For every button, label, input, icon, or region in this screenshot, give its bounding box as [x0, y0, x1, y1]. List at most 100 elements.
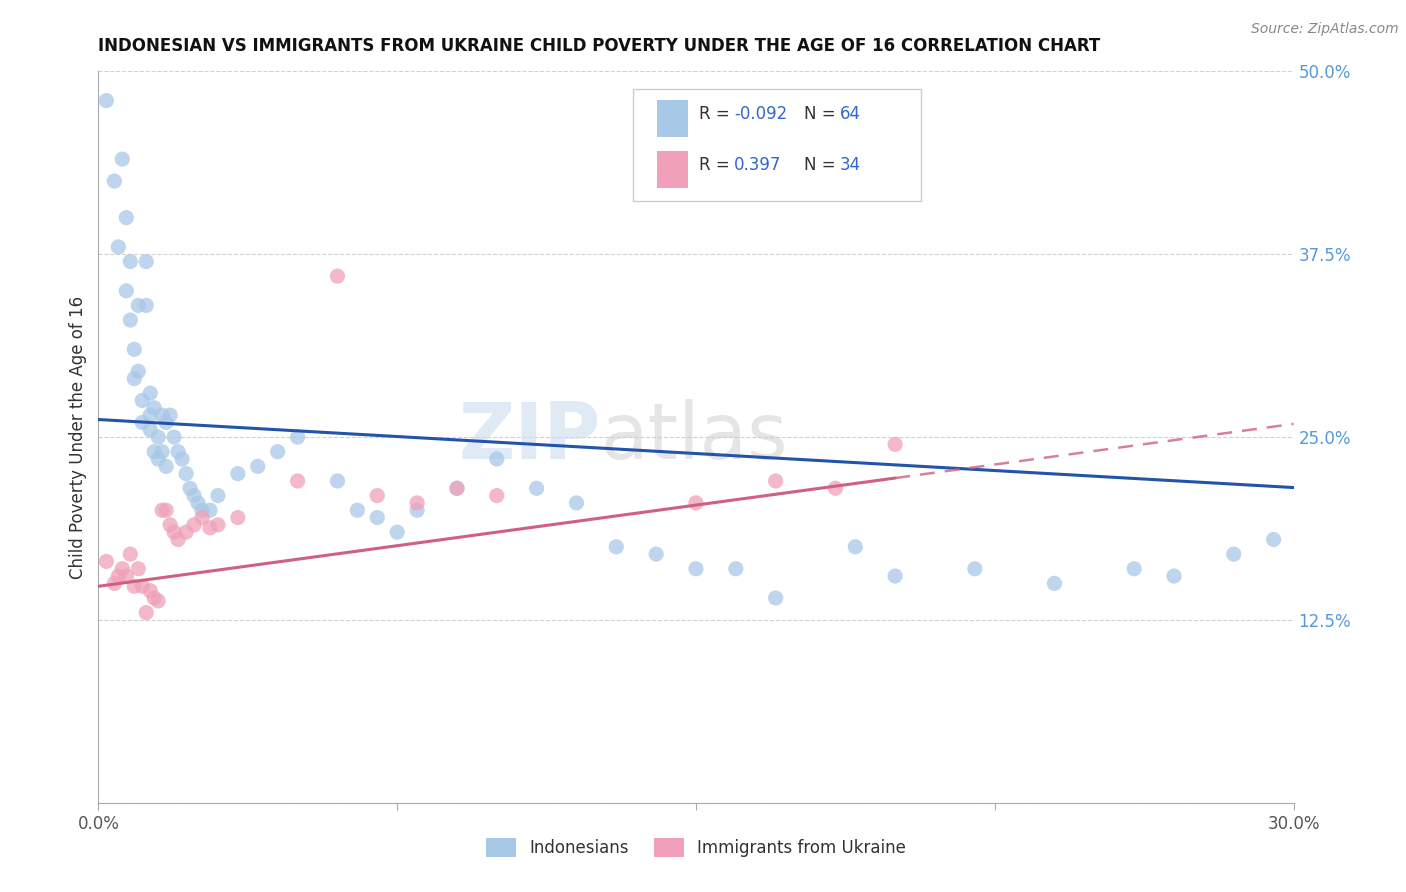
- Point: [120, 547, 142, 561]
- Point: [131, 393, 153, 408]
- Point: [143, 444, 166, 458]
- Point: [111, 562, 134, 576]
- Point: [287, 474, 309, 488]
- Point: [107, 240, 129, 254]
- Point: [406, 496, 429, 510]
- Point: [107, 569, 129, 583]
- Point: [139, 386, 162, 401]
- Point: [191, 510, 214, 524]
- Point: [96, 554, 118, 568]
- Point: [346, 503, 368, 517]
- Point: [565, 496, 588, 510]
- Point: [191, 503, 214, 517]
- Point: [174, 525, 197, 540]
- Point: [159, 408, 181, 422]
- Point: [963, 562, 986, 576]
- Point: [111, 152, 134, 166]
- Point: [183, 489, 205, 503]
- Point: [824, 481, 846, 495]
- Text: -0.092: -0.092: [734, 105, 787, 123]
- Legend: Indonesians, Immigrants from Ukraine: Indonesians, Immigrants from Ukraine: [479, 831, 912, 864]
- Point: [385, 525, 409, 540]
- Point: [179, 481, 201, 495]
- Point: [124, 371, 146, 385]
- Point: [127, 298, 149, 312]
- Point: [1223, 547, 1246, 561]
- Point: [207, 489, 229, 503]
- Point: [143, 401, 166, 415]
- Point: [148, 430, 170, 444]
- Point: [148, 594, 170, 608]
- Point: [163, 525, 186, 540]
- Point: [135, 298, 157, 312]
- Point: [167, 444, 190, 458]
- Text: atlas: atlas: [600, 399, 787, 475]
- Point: [267, 444, 290, 458]
- Text: N =: N =: [804, 156, 841, 174]
- Point: [226, 510, 249, 524]
- Point: [103, 576, 125, 591]
- Point: [765, 591, 787, 605]
- Point: [124, 579, 146, 593]
- Point: [115, 284, 138, 298]
- Point: [127, 364, 149, 378]
- Point: [115, 211, 138, 225]
- Point: [135, 606, 157, 620]
- Text: R =: R =: [699, 105, 735, 123]
- Point: [103, 174, 125, 188]
- Point: [155, 416, 177, 430]
- Point: [326, 269, 349, 284]
- Point: [724, 562, 747, 576]
- Point: [155, 459, 177, 474]
- Text: N =: N =: [804, 105, 841, 123]
- Point: [167, 533, 190, 547]
- Y-axis label: Child Poverty Under the Age of 16: Child Poverty Under the Age of 16: [69, 295, 87, 579]
- Point: [124, 343, 146, 357]
- Point: [159, 517, 181, 532]
- Text: 34: 34: [839, 156, 860, 174]
- Text: R =: R =: [699, 156, 735, 174]
- Text: Source: ZipAtlas.com: Source: ZipAtlas.com: [1251, 22, 1399, 37]
- Point: [685, 562, 707, 576]
- Text: ZIP: ZIP: [458, 399, 600, 475]
- Point: [366, 489, 388, 503]
- Point: [485, 452, 508, 467]
- Point: [685, 496, 707, 510]
- Point: [446, 481, 468, 495]
- Point: [150, 444, 173, 458]
- Point: [884, 437, 907, 451]
- Point: [1163, 569, 1185, 583]
- Point: [139, 583, 162, 598]
- Point: [120, 313, 142, 327]
- Text: 0.397: 0.397: [734, 156, 782, 174]
- Point: [198, 521, 221, 535]
- Point: [765, 474, 787, 488]
- Text: INDONESIAN VS IMMIGRANTS FROM UKRAINE CHILD POVERTY UNDER THE AGE OF 16 CORRELAT: INDONESIAN VS IMMIGRANTS FROM UKRAINE CH…: [98, 37, 1101, 54]
- Point: [406, 503, 429, 517]
- Point: [131, 416, 153, 430]
- Point: [645, 547, 668, 561]
- Point: [172, 452, 194, 467]
- Point: [207, 517, 229, 532]
- Point: [127, 562, 149, 576]
- Point: [485, 489, 508, 503]
- Point: [1123, 562, 1146, 576]
- Point: [884, 569, 907, 583]
- Point: [366, 510, 388, 524]
- Point: [526, 481, 548, 495]
- Text: 64: 64: [839, 105, 860, 123]
- Point: [183, 517, 205, 532]
- Point: [131, 579, 153, 593]
- Point: [844, 540, 866, 554]
- Point: [120, 254, 142, 268]
- Point: [226, 467, 249, 481]
- Point: [1263, 533, 1285, 547]
- Point: [446, 481, 468, 495]
- Point: [135, 254, 157, 268]
- Point: [287, 430, 309, 444]
- Point: [1043, 576, 1066, 591]
- Point: [115, 569, 138, 583]
- Point: [155, 503, 177, 517]
- Point: [139, 423, 162, 437]
- Point: [246, 459, 269, 474]
